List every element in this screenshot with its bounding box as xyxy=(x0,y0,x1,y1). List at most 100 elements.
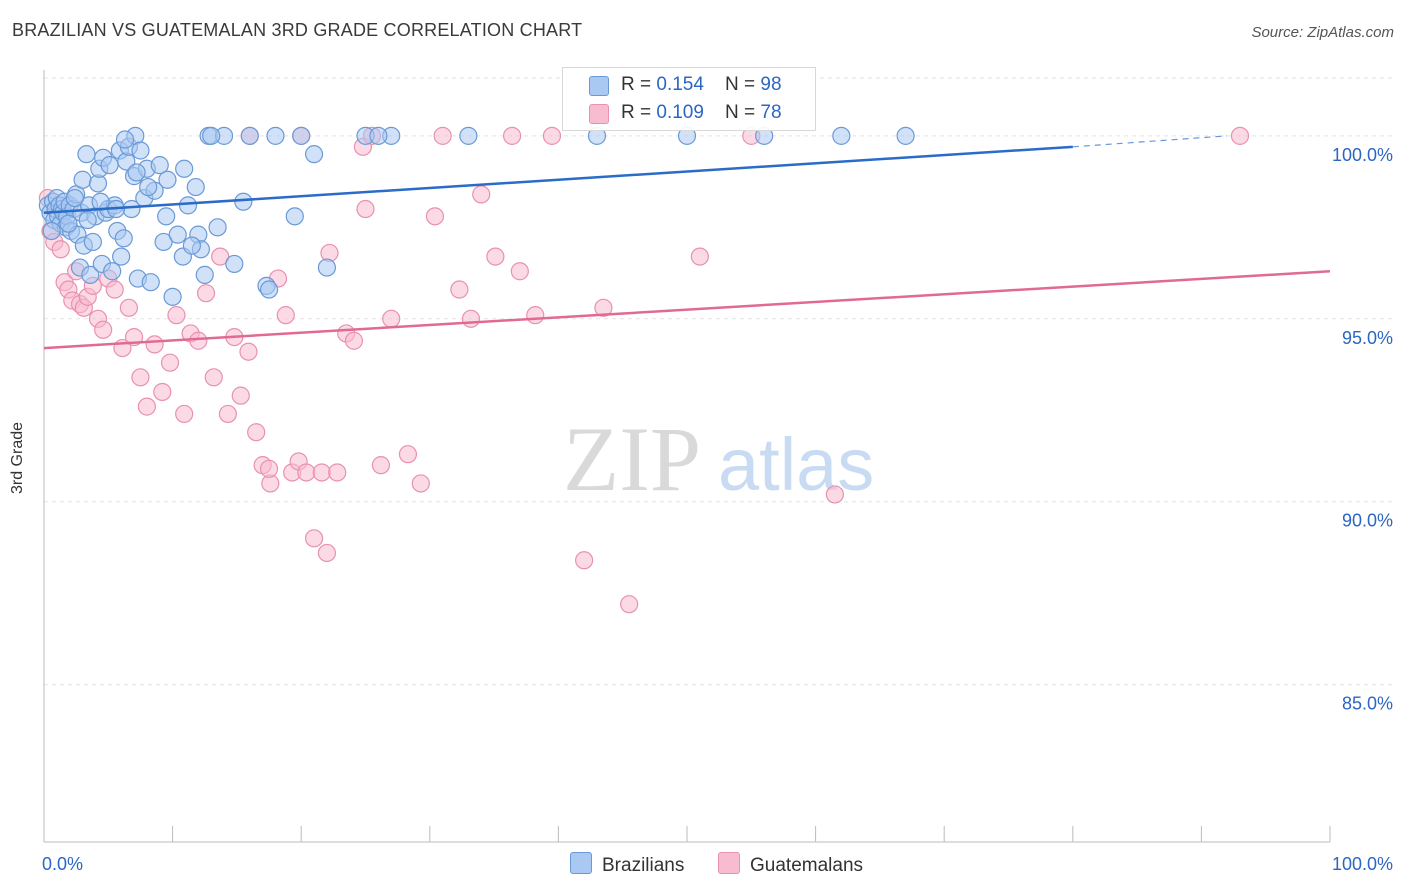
legend-item-brazilians[interactable]: Brazilians xyxy=(570,852,684,877)
point-guatemalan xyxy=(461,309,481,328)
point-brazilian xyxy=(154,232,173,252)
point-guatemalan xyxy=(425,207,445,226)
n-value: 98 xyxy=(760,74,782,95)
point-guatemalan xyxy=(620,595,639,614)
y-tick-label: 90.0% xyxy=(1342,511,1393,531)
trend-extension-brazilians xyxy=(1072,135,1228,148)
point-guatemalan xyxy=(189,331,208,350)
point-brazilian xyxy=(182,236,201,255)
legend: Brazilians Guatemalans xyxy=(0,852,1406,878)
x-tick-label: 0.0% xyxy=(42,854,83,874)
stats-box: R = 0.154 N = 98 R = 0.109 N = 78 xyxy=(562,67,816,131)
point-brazilian xyxy=(896,126,915,145)
point-guatemalan xyxy=(542,126,562,145)
stats-text: R = 0.154 N = 98 xyxy=(621,74,782,96)
point-guatemalan xyxy=(1230,126,1250,145)
point-guatemalan xyxy=(594,298,613,317)
point-guatemalan xyxy=(382,309,401,328)
point-guatemalan xyxy=(196,284,216,303)
point-guatemalan xyxy=(211,247,230,266)
point-guatemalan xyxy=(344,331,364,350)
point-brazilian xyxy=(195,265,214,284)
legend-label: Guatemalans xyxy=(750,855,864,876)
point-brazilian xyxy=(139,177,158,197)
point-guatemalan xyxy=(526,306,545,325)
point-guatemalan xyxy=(239,342,258,361)
point-guatemalan xyxy=(137,397,156,416)
r-label: R = xyxy=(621,74,657,95)
point-brazilian xyxy=(83,232,102,252)
tick-labels: 100.0% 95.0% 90.0% 85.0% 0.0% 100.0% xyxy=(42,145,1393,874)
series-brazilians xyxy=(38,126,915,306)
point-guatemalan xyxy=(160,353,180,372)
legend-swatch-brazilians xyxy=(570,852,592,874)
point-guatemalan xyxy=(204,368,223,387)
point-guatemalan xyxy=(825,485,844,504)
watermark-zip: ZIP xyxy=(563,408,701,510)
point-brazilian xyxy=(292,126,311,145)
y-tick-label: 100.0% xyxy=(1332,145,1393,165)
point-guatemalan xyxy=(153,382,172,402)
point-brazilian xyxy=(832,126,851,145)
point-brazilian xyxy=(240,126,259,145)
r-value: 0.109 xyxy=(656,102,704,123)
point-brazilian xyxy=(112,247,131,266)
point-guatemalan xyxy=(356,199,375,219)
brazilians-swatch xyxy=(589,76,609,96)
point-brazilian xyxy=(157,207,176,226)
point-guatemalan xyxy=(472,185,491,204)
chart-title: BRAZILIAN VS GUATEMALAN 3RD GRADE CORREL… xyxy=(12,20,583,40)
point-guatemalan xyxy=(94,320,113,339)
point-brazilian xyxy=(234,192,253,211)
point-brazilian xyxy=(42,221,61,241)
point-guatemalan xyxy=(119,298,138,317)
point-brazilian xyxy=(77,145,96,164)
legend-item-guatemalans[interactable]: Guatemalans xyxy=(718,852,863,877)
point-guatemalan xyxy=(259,459,279,478)
point-guatemalan xyxy=(486,247,505,266)
point-guatemalan xyxy=(297,463,316,482)
watermark-atlas: atlas xyxy=(718,423,874,506)
point-guatemalan xyxy=(218,404,237,424)
point-brazilian xyxy=(304,145,324,164)
point-brazilian xyxy=(131,141,150,160)
point-guatemalan xyxy=(276,306,295,325)
point-brazilian xyxy=(127,163,146,182)
point-guatemalan xyxy=(312,463,331,482)
point-guatemalan xyxy=(317,543,337,563)
trend-lines xyxy=(43,135,1331,350)
point-brazilian xyxy=(208,218,227,237)
point-guatemalan xyxy=(575,551,594,570)
watermark: ZIP atlas xyxy=(563,408,874,510)
stats-row-guatemalans: R = 0.109 N = 78 xyxy=(563,100,815,128)
point-guatemalan xyxy=(145,335,164,354)
stats-text: R = 0.109 N = 78 xyxy=(621,102,782,124)
point-guatemalan xyxy=(371,456,391,475)
point-guatemalan xyxy=(167,306,186,325)
point-brazilian xyxy=(317,258,337,277)
point-guatemalan xyxy=(411,474,430,493)
point-brazilian xyxy=(168,225,187,244)
point-brazilian xyxy=(81,265,100,284)
point-brazilian xyxy=(225,254,244,274)
point-brazilian xyxy=(65,188,84,208)
series-guatemalans xyxy=(38,126,1250,614)
point-guatemalan xyxy=(328,463,347,482)
n-value: 78 xyxy=(760,102,782,123)
trend-line-guatemalans xyxy=(43,269,1331,350)
point-brazilian xyxy=(59,214,78,233)
point-guatemalan xyxy=(398,445,418,464)
point-brazilian xyxy=(369,126,388,145)
point-guatemalan xyxy=(175,404,194,424)
point-brazilian xyxy=(163,287,182,306)
point-brazilian xyxy=(266,126,285,145)
point-brazilian xyxy=(178,196,198,215)
r-value: 0.154 xyxy=(656,74,704,95)
point-brazilian xyxy=(150,156,169,175)
point-guatemalan xyxy=(433,126,452,145)
legend-label: Brazilians xyxy=(602,855,685,876)
point-brazilian xyxy=(115,130,135,149)
point-brazilian xyxy=(285,207,304,226)
y-tick-label: 95.0% xyxy=(1342,328,1393,348)
